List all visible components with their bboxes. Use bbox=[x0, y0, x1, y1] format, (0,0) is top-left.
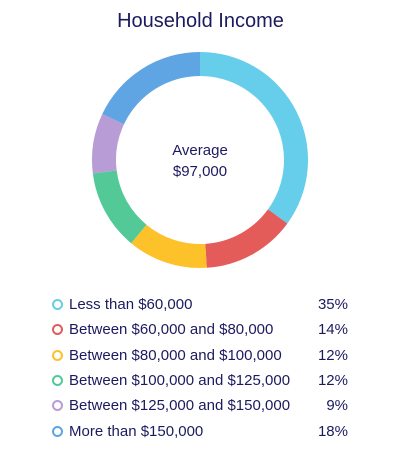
legend-item: Between $60,000 and $80,000 14% bbox=[52, 317, 348, 342]
legend-value: 12% bbox=[317, 372, 348, 390]
legend-marker bbox=[52, 324, 63, 336]
legend-label: Between $80,000 and $100,000 bbox=[69, 346, 282, 364]
legend-label: Between $100,000 and $125,000 bbox=[69, 372, 291, 390]
legend-item: Between $125,000 and $150,000 9% bbox=[52, 393, 348, 418]
legend-item: Between $100,000 and $125,000 12% bbox=[52, 368, 348, 393]
legend-marker bbox=[52, 425, 63, 437]
center-value: $97,000 bbox=[173, 163, 227, 180]
donut-slice bbox=[205, 209, 288, 268]
donut-slices bbox=[91, 52, 308, 269]
legend-marker bbox=[52, 349, 63, 361]
legend-item: Less than $60,000 35% bbox=[52, 292, 348, 317]
legend-marker bbox=[52, 400, 63, 412]
legend-value: 12% bbox=[317, 346, 348, 364]
donut-chart: Average $97,000 bbox=[91, 52, 308, 269]
donut-slice bbox=[200, 52, 308, 224]
legend: Less than $60,000 35% Between $60,000 and … bbox=[52, 292, 348, 444]
legend-label: More than $150,000 bbox=[69, 422, 204, 440]
legend-value: 18% bbox=[317, 422, 348, 440]
donut-slice bbox=[91, 114, 124, 174]
legend-value: 35% bbox=[317, 296, 348, 314]
legend-value: 9% bbox=[326, 397, 348, 415]
legend-item: More than $150,000 18% bbox=[52, 418, 348, 443]
legend-marker bbox=[52, 375, 63, 387]
donut-slice bbox=[92, 170, 147, 244]
center-label: Average bbox=[172, 142, 228, 159]
legend-label: Less than $60,000 bbox=[69, 296, 193, 314]
legend-label: Between $60,000 and $80,000 bbox=[69, 321, 274, 339]
chart-title: Household Income bbox=[117, 10, 284, 32]
donut-slice bbox=[131, 224, 207, 269]
legend-marker bbox=[52, 299, 63, 311]
legend-label: Between $125,000 and $150,000 bbox=[69, 397, 291, 415]
donut-slice bbox=[102, 52, 200, 125]
legend-value: 14% bbox=[317, 321, 348, 339]
legend-item: Between $80,000 and $100,000 12% bbox=[52, 343, 348, 368]
